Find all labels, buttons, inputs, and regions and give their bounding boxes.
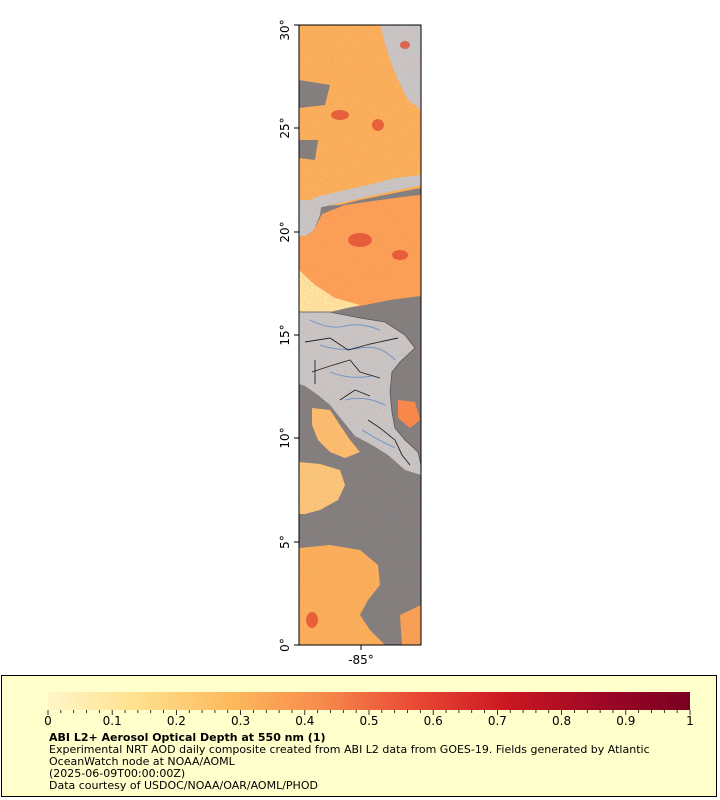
colorbar-label: 0.4 xyxy=(295,714,314,728)
lat-tick-label: 15° xyxy=(278,324,292,345)
caption-title: ABI L2+ Aerosol Optical Depth at 550 nm … xyxy=(49,731,326,744)
lon-tick-label: -85° xyxy=(348,653,374,667)
lon-axis: -85° xyxy=(348,645,374,667)
coastline xyxy=(299,311,421,466)
colorbar-label: 0.1 xyxy=(103,714,122,728)
map-plot xyxy=(299,25,421,645)
colorbar-label: 0.2 xyxy=(167,714,186,728)
lat-axis: 0° 5° 10° 15° 20° 25° 30° xyxy=(278,19,299,652)
colorbar-label: 0.3 xyxy=(231,714,250,728)
caption-credit: Data courtesy of USDOC/NOAA/OAR/AOML/PHO… xyxy=(49,779,318,792)
lat-tick-label: 20° xyxy=(278,221,292,242)
colorbar-label: 1 xyxy=(686,714,694,728)
colorbar-label: 0.9 xyxy=(616,714,635,728)
rivers xyxy=(309,319,396,449)
colorbar-label: 0.6 xyxy=(424,714,443,728)
lat-tick-label: 5° xyxy=(278,535,292,549)
colorbar-ticks xyxy=(47,710,691,715)
country-borders xyxy=(304,337,411,466)
lat-tick-label: 0° xyxy=(278,638,292,652)
lat-tick-label: 10° xyxy=(278,427,292,448)
colorbar-label: 0.5 xyxy=(359,714,378,728)
lat-tick-label: 25° xyxy=(278,117,292,138)
aod-texture xyxy=(299,25,421,645)
colorbar-label: 0.7 xyxy=(488,714,507,728)
lat-tick-label: 30° xyxy=(278,19,292,40)
colorbar-label: 0.8 xyxy=(552,714,571,728)
colorbar-gradient xyxy=(48,692,690,710)
caption-timestamp: (2025-06-09T00:00:00Z) xyxy=(49,767,186,780)
colorbar: 0 0.1 0.2 0.3 0.4 0.5 0.6 0.7 0.8 0.9 1 xyxy=(44,692,694,728)
colorbar-labels: 0 0.1 0.2 0.3 0.4 0.5 0.6 0.7 0.8 0.9 1 xyxy=(44,714,694,728)
caption: ABI L2+ Aerosol Optical Depth at 550 nm … xyxy=(49,732,689,792)
map-figure: 0° 5° 10° 15° 20° 25° 30° -85° xyxy=(278,19,422,667)
legend-panel: 0 0.1 0.2 0.3 0.4 0.5 0.6 0.7 0.8 0.9 1 ABI L2+ Ae… xyxy=(1,675,717,797)
caption-description: Experimental NRT AOD daily composite cre… xyxy=(49,743,650,768)
colorbar-label: 0 xyxy=(44,714,52,728)
